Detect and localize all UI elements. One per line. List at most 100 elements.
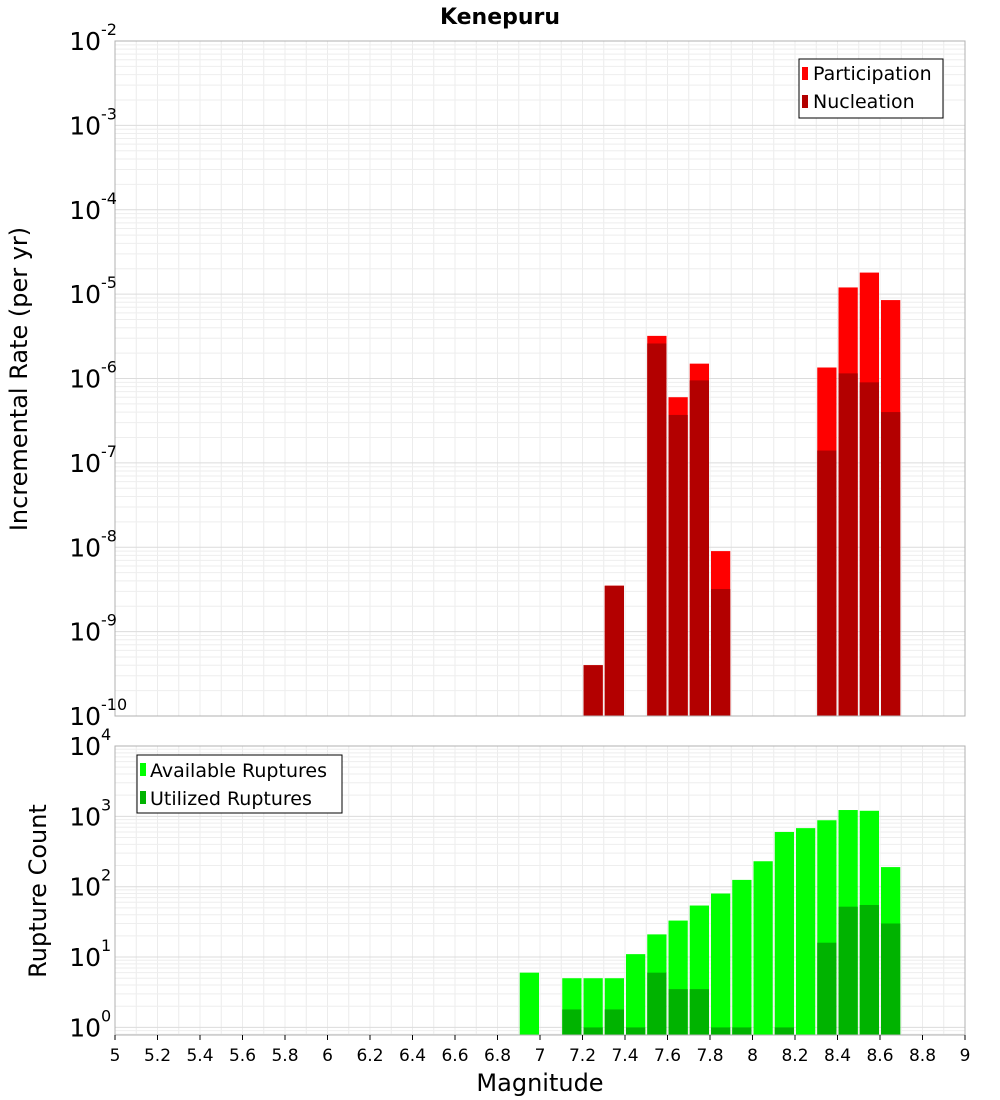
bottom-bar-utilized — [881, 923, 901, 1035]
bottom-bar-utilized — [647, 972, 667, 1035]
bottom-y-tick-label: 10 4 — [69, 725, 111, 761]
bottom-bar-available — [626, 954, 646, 1035]
top-y-ticks: 10-210-310-410-510-610-710-810-910-10 — [69, 20, 127, 731]
top-y-tick-base: 10 — [69, 449, 101, 478]
top-y-tick-base: 10 — [69, 365, 101, 394]
bottom-bar-available — [711, 893, 731, 1035]
x-tick-label: 5.8 — [271, 1046, 298, 1066]
bottom-bars — [519, 810, 901, 1035]
top-y-tick-label: 10 -8 — [69, 526, 117, 562]
bottom-y-tick-label: 10 1 — [69, 936, 111, 972]
top-y-tick-label: 10 -5 — [69, 273, 117, 309]
x-tick-label: 7.2 — [569, 1046, 596, 1066]
top-bar-nucleation — [647, 343, 667, 716]
x-tick-label: 7.6 — [654, 1046, 681, 1066]
bottom-bar-available — [732, 879, 752, 1035]
bottom-y-tick-label: 10 3 — [69, 795, 111, 831]
bottom-y-tick-exp: 0 — [101, 1006, 111, 1025]
bottom-bar-utilized — [689, 989, 709, 1035]
top-bar-nucleation — [689, 380, 709, 716]
bottom-y-tick-base: 10 — [69, 732, 101, 761]
bottom-y-tick-base: 10 — [69, 802, 101, 831]
bottom-y-tick-label: 10 0 — [69, 1006, 111, 1042]
x-tick-label: 8.8 — [909, 1046, 936, 1066]
x-tick-label: 5 — [110, 1046, 121, 1066]
legend-label-utilized: Utilized Ruptures — [150, 788, 312, 810]
x-tick-label: 6.6 — [441, 1046, 468, 1066]
x-tick-label: 6 — [322, 1046, 333, 1066]
top-bar-nucleation — [604, 585, 624, 716]
x-tick-label: 9 — [960, 1046, 971, 1066]
bottom-bar-utilized — [859, 904, 879, 1035]
top-y-tick-exp: -8 — [101, 526, 117, 545]
x-tick-label: 5.2 — [144, 1046, 171, 1066]
top-bar-nucleation — [881, 412, 901, 716]
top-y-tick-base: 10 — [69, 27, 101, 56]
bottom-bar-utilized — [838, 906, 858, 1035]
x-axis-label: Magnitude — [476, 1069, 603, 1097]
x-tick-label: 6.4 — [399, 1046, 426, 1066]
top-legend-box — [798, 58, 944, 119]
bottom-y-tick-label: 10 2 — [69, 866, 111, 902]
top-bar-nucleation — [583, 665, 603, 716]
top-y-tick-exp: -5 — [101, 273, 117, 292]
top-y-tick-exp: -7 — [101, 442, 117, 461]
bottom-bar-available — [774, 831, 794, 1035]
legend-label-participation: Participation — [813, 63, 932, 85]
x-tick-label: 8.2 — [781, 1046, 808, 1066]
bottom-bar-utilized — [774, 1027, 794, 1035]
bottom-bar-available — [583, 978, 603, 1035]
bottom-y-tick-base: 10 — [69, 873, 101, 902]
x-tick-label: 5.4 — [186, 1046, 213, 1066]
x-ticks: 5 5.2 5.4 5.6 5.8 6 6.2 6.4 6.6 6.8 7 7.2 7.4 7.6 7.8 8… — [110, 1035, 971, 1066]
top-legend: Participation Nucleation — [798, 58, 944, 119]
top-y-tick-exp: -9 — [101, 611, 117, 630]
top-y-tick-exp: -3 — [101, 104, 117, 123]
top-y-tick-label: 10 -10 — [69, 695, 127, 731]
top-bar-nucleation — [859, 382, 879, 716]
x-tick-label: 7.8 — [696, 1046, 723, 1066]
chart-title: Kenepuru — [440, 5, 560, 30]
bottom-y-tick-exp: 3 — [101, 795, 111, 814]
top-y-tick-base: 10 — [69, 618, 101, 647]
top-y-tick-base: 10 — [69, 111, 101, 140]
bottom-y-tick-base: 10 — [69, 1013, 101, 1042]
x-tick-label: 8 — [747, 1046, 758, 1066]
top-y-tick-exp: -6 — [101, 358, 117, 377]
bottom-legend-box — [136, 754, 343, 814]
legend-swatch-utilized — [140, 791, 146, 804]
bottom-bar-utilized — [711, 1027, 731, 1035]
bottom-y-tick-exp: 4 — [101, 725, 111, 744]
top-y-tick-exp: -10 — [101, 695, 127, 714]
bottom-bar-utilized — [817, 942, 837, 1035]
top-y-tick-exp: -2 — [101, 20, 117, 39]
legend-swatch-available — [140, 763, 146, 776]
legend-swatch-nucleation — [802, 95, 808, 108]
top-grid — [114, 40, 966, 717]
top-y-tick-label: 10 -7 — [69, 442, 117, 478]
x-tick-label: 8.6 — [866, 1046, 893, 1066]
bottom-bar-utilized — [626, 1027, 646, 1035]
bottom-y-tick-exp: 2 — [101, 866, 111, 885]
legend-swatch-participation — [802, 67, 808, 80]
top-y-tick-exp: -4 — [101, 189, 117, 208]
bottom-y-axis-label: Rupture Count — [24, 804, 52, 978]
x-tick-label: 7 — [535, 1046, 546, 1066]
x-tick-label: 6.2 — [356, 1046, 383, 1066]
bottom-y-tick-exp: 1 — [101, 936, 111, 955]
legend-label-nucleation: Nucleation — [813, 91, 915, 113]
top-y-tick-label: 10 -2 — [69, 20, 117, 56]
top-y-tick-label: 10 -9 — [69, 611, 117, 647]
x-tick-label: 8.4 — [824, 1046, 851, 1066]
x-tick-label: 7.4 — [611, 1046, 638, 1066]
top-bar-nucleation — [668, 414, 688, 716]
top-y-tick-label: 10 -3 — [69, 104, 117, 140]
bottom-bar-utilized — [732, 1027, 752, 1035]
bottom-bar-available — [796, 828, 816, 1035]
legend-label-available: Available Ruptures — [150, 760, 327, 782]
x-tick-label: 5.6 — [229, 1046, 256, 1066]
bottom-y-tick-base: 10 — [69, 943, 101, 972]
